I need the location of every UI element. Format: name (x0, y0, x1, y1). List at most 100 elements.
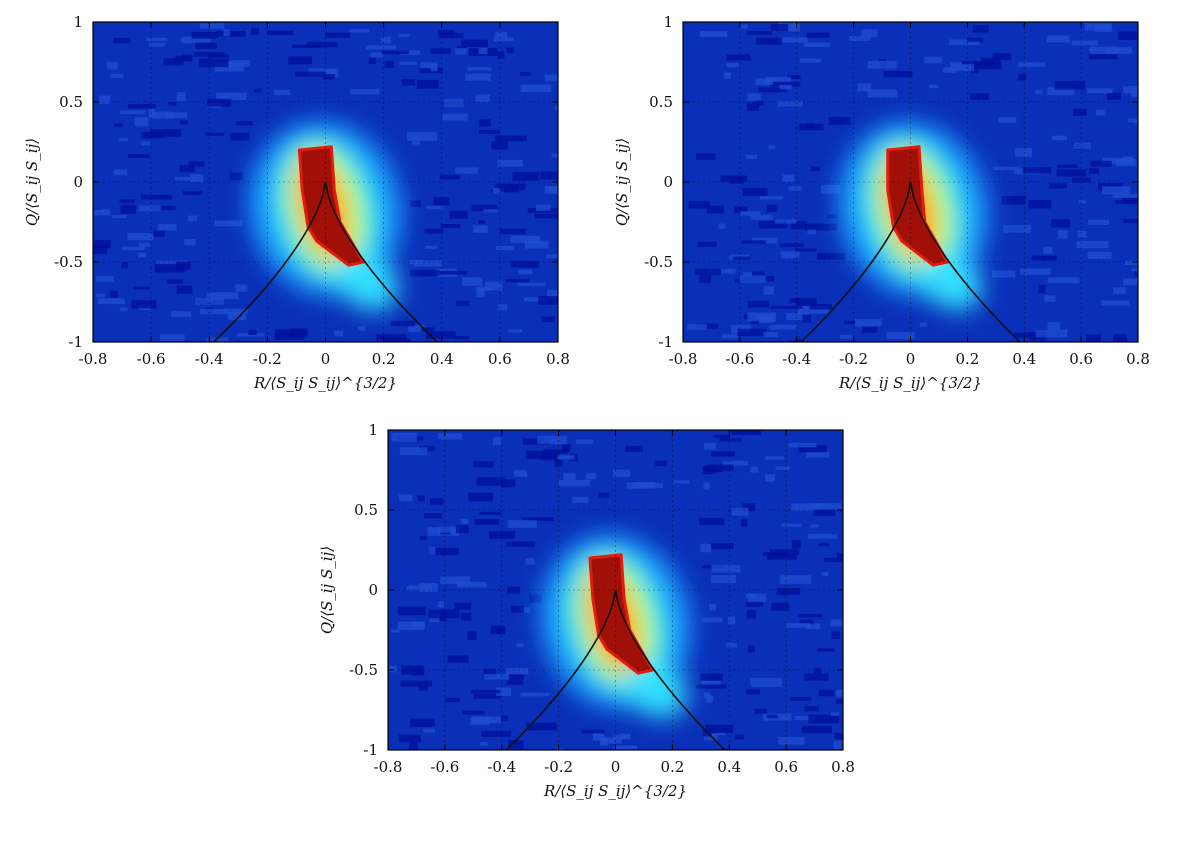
sparse-bin (449, 210, 468, 219)
sparse-bin (554, 106, 558, 110)
sparse-bin (412, 136, 421, 145)
sparse-bin (1087, 251, 1112, 259)
sparse-bin (760, 195, 784, 200)
sparse-bin (804, 706, 819, 712)
sparse-bin (696, 684, 727, 689)
sparse-bin (479, 119, 491, 127)
sparse-bin (710, 575, 736, 583)
sparse-bin (834, 732, 843, 740)
sparse-bin (167, 279, 183, 284)
sparse-bin (746, 154, 758, 159)
x-tick-label: 0.2 (955, 350, 979, 368)
sparse-bin (1071, 40, 1098, 46)
sparse-bin (478, 220, 485, 224)
sparse-bin (274, 333, 305, 340)
sparse-bin (745, 593, 756, 599)
sparse-bin (475, 94, 491, 102)
sparse-bin (765, 77, 792, 83)
sparse-bin (465, 73, 491, 81)
sparse-bin (711, 451, 735, 457)
sparse-bin (411, 667, 425, 676)
sparse-bin (840, 334, 853, 339)
sparse-bin (867, 89, 898, 98)
sparse-bin (813, 667, 822, 674)
x-tick-label: 0 (321, 350, 331, 368)
sparse-bin (855, 318, 882, 327)
sparse-bin (207, 292, 239, 300)
sparse-bin (368, 57, 376, 64)
sparse-bin (700, 543, 712, 553)
sparse-bin (699, 30, 728, 37)
sparse-bin (943, 67, 957, 73)
sparse-bin (1057, 230, 1068, 239)
sparse-bin (836, 552, 843, 560)
sparse-bin (493, 37, 514, 42)
sparse-bin (1113, 287, 1126, 294)
sparse-bin (924, 56, 942, 64)
heatmap-area (93, 22, 558, 342)
sparse-bin (96, 293, 105, 298)
sparse-bin (739, 24, 748, 29)
sparse-bin (511, 260, 539, 268)
y-tick-label: 0.5 (649, 93, 673, 111)
sparse-bin (349, 29, 370, 33)
x-tick-label: -0.6 (137, 350, 166, 368)
sparse-bin (1105, 47, 1132, 54)
sparse-bin (488, 531, 516, 539)
sparse-bin (806, 32, 830, 38)
sparse-bin (149, 108, 156, 118)
sparse-bin (747, 645, 755, 653)
y-tick-label: -1 (68, 333, 83, 351)
sparse-bin (235, 121, 253, 126)
sparse-bin (491, 141, 508, 150)
sparse-bin (397, 606, 426, 616)
sparse-bin (473, 225, 488, 233)
sparse-bin (991, 270, 1016, 278)
sparse-bin (120, 110, 146, 115)
sparse-bin (791, 540, 801, 549)
sparse-bin (883, 70, 913, 78)
sparse-bin (495, 135, 527, 142)
sparse-bin (766, 714, 778, 719)
sparse-bin (1057, 164, 1078, 169)
sparse-bin (476, 288, 485, 298)
sparse-bin (436, 616, 446, 622)
sparse-bin (804, 42, 831, 47)
sparse-bin (428, 546, 436, 555)
sparse-bin (1014, 332, 1046, 338)
sparse-bin (229, 172, 244, 181)
sparse-bin (445, 697, 461, 703)
sparse-bin (490, 625, 501, 635)
sparse-bin (788, 340, 799, 342)
sparse-bin (750, 466, 759, 473)
sparse-bin (216, 31, 246, 37)
sparse-bin (516, 643, 524, 648)
sparse-bin (740, 211, 761, 216)
sparse-bin (506, 47, 515, 54)
y-tick-label: 0 (73, 173, 83, 191)
sparse-bin (455, 48, 467, 55)
sparse-bin (154, 263, 186, 273)
y-tick-label: -0.5 (644, 253, 673, 271)
sparse-bin (380, 37, 391, 44)
sparse-bin (1056, 169, 1087, 177)
sparse-bin (121, 261, 128, 269)
sparse-bin (1088, 168, 1099, 174)
sparse-bin (746, 102, 760, 111)
sparse-bin (428, 547, 459, 556)
sparse-bin (1127, 118, 1138, 124)
sparse-bin (424, 513, 443, 519)
sparse-bin (425, 206, 444, 210)
sparse-bin (506, 680, 524, 685)
sparse-bin (407, 132, 438, 141)
sparse-bin (478, 48, 488, 55)
sparse-bin (785, 623, 811, 628)
sparse-bin (790, 696, 812, 701)
sparse-bin (138, 205, 161, 212)
sparse-bin (214, 220, 243, 227)
sparse-bin (769, 549, 800, 555)
sparse-bin (695, 153, 716, 160)
sparse-bin (408, 741, 419, 749)
sparse-bin (778, 737, 805, 745)
sparse-bin (462, 277, 483, 286)
